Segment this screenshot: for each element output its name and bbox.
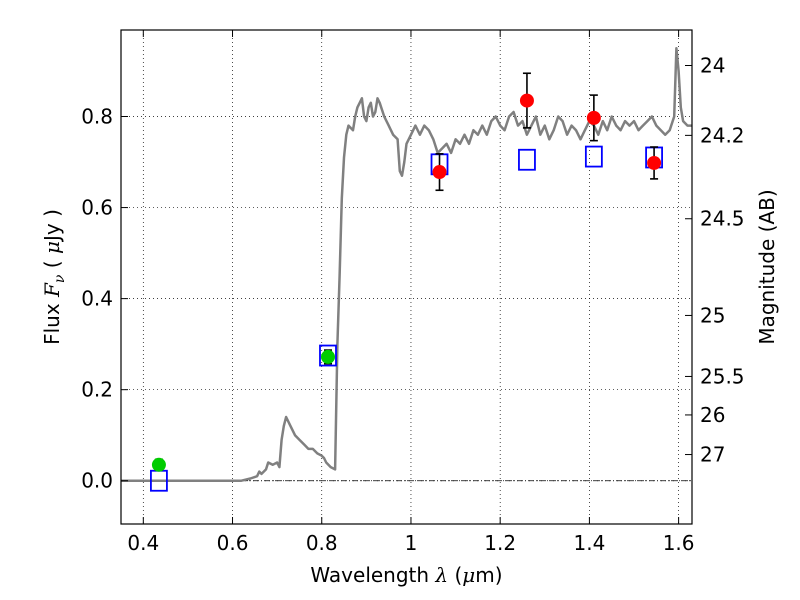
x-tick-label: 0.4: [127, 531, 159, 555]
x-axis-label: Wavelength λ (μm): [310, 563, 502, 587]
y-axis-label-subscript: ν: [52, 274, 68, 283]
right-tick-label: 24: [700, 54, 725, 78]
x-axis-label-unit-open: (: [448, 563, 462, 587]
y-axis-label-prefix: Flux: [40, 297, 64, 345]
x-tick-label: 1.6: [663, 531, 695, 555]
right-tick-label: 24.5: [700, 207, 745, 231]
y-axis-label: Flux Fν ( μJy ): [40, 209, 68, 345]
y-axis-label-unit-rest: Jy ): [40, 209, 64, 243]
observed-points-layer: [151, 93, 662, 472]
x-axis-label-unit-symbol: μ: [462, 563, 475, 587]
red-data-point: [586, 110, 601, 125]
sed-curve-layer: [121, 46, 692, 482]
right-tick-label: 25.5: [700, 364, 745, 388]
x-tick-label: 0.8: [306, 531, 338, 555]
right-tick-label: 27: [700, 443, 725, 467]
red-data-point: [432, 165, 447, 180]
x-tick-label: 1: [405, 531, 418, 555]
green-data-point: [320, 349, 335, 364]
x-tick-label: 1.4: [573, 531, 605, 555]
model-photometry-box: [584, 145, 603, 168]
right-tick-label: 24.2: [700, 123, 745, 147]
x-axis-label-symbol: λ: [434, 563, 448, 587]
x-axis-label-prefix: Wavelength: [310, 563, 435, 587]
y-tick-label: 0.4: [81, 287, 113, 311]
x-axis-label-unit-rest: m): [475, 563, 502, 587]
y-axis-label-unit-symbol: μ: [40, 241, 64, 254]
green-data-point: [151, 457, 166, 472]
model-photometry-box: [518, 148, 536, 171]
right-tick-label: 25: [700, 303, 725, 327]
red-data-point: [647, 155, 662, 170]
y-tick-label: 0.8: [81, 105, 113, 129]
sed-curve: [121, 46, 692, 482]
model-photometry-box: [319, 344, 337, 367]
y-axis-label-symbol: F: [40, 282, 64, 298]
x-tick-label: 0.6: [217, 531, 249, 555]
tick-labels: 0.4 0.6 0.8 1 1.2 1.4 1.6 0.0 0.2 0.4 0.6 0.8 24 24.2…: [81, 54, 744, 555]
red-data-point: [519, 93, 534, 108]
x-tick-label: 1.2: [484, 531, 516, 555]
right-axis-label: Magnitude (AB): [755, 189, 779, 344]
axis-ticks: [121, 30, 692, 524]
right-tick-label: 26: [700, 403, 725, 427]
y-tick-label: 0.6: [81, 196, 113, 220]
y-tick-label: 0.0: [81, 469, 113, 493]
y-tick-label: 0.2: [81, 378, 113, 402]
plot-frame: [120, 29, 693, 525]
y-axis-label-unit-open: (: [40, 254, 64, 275]
